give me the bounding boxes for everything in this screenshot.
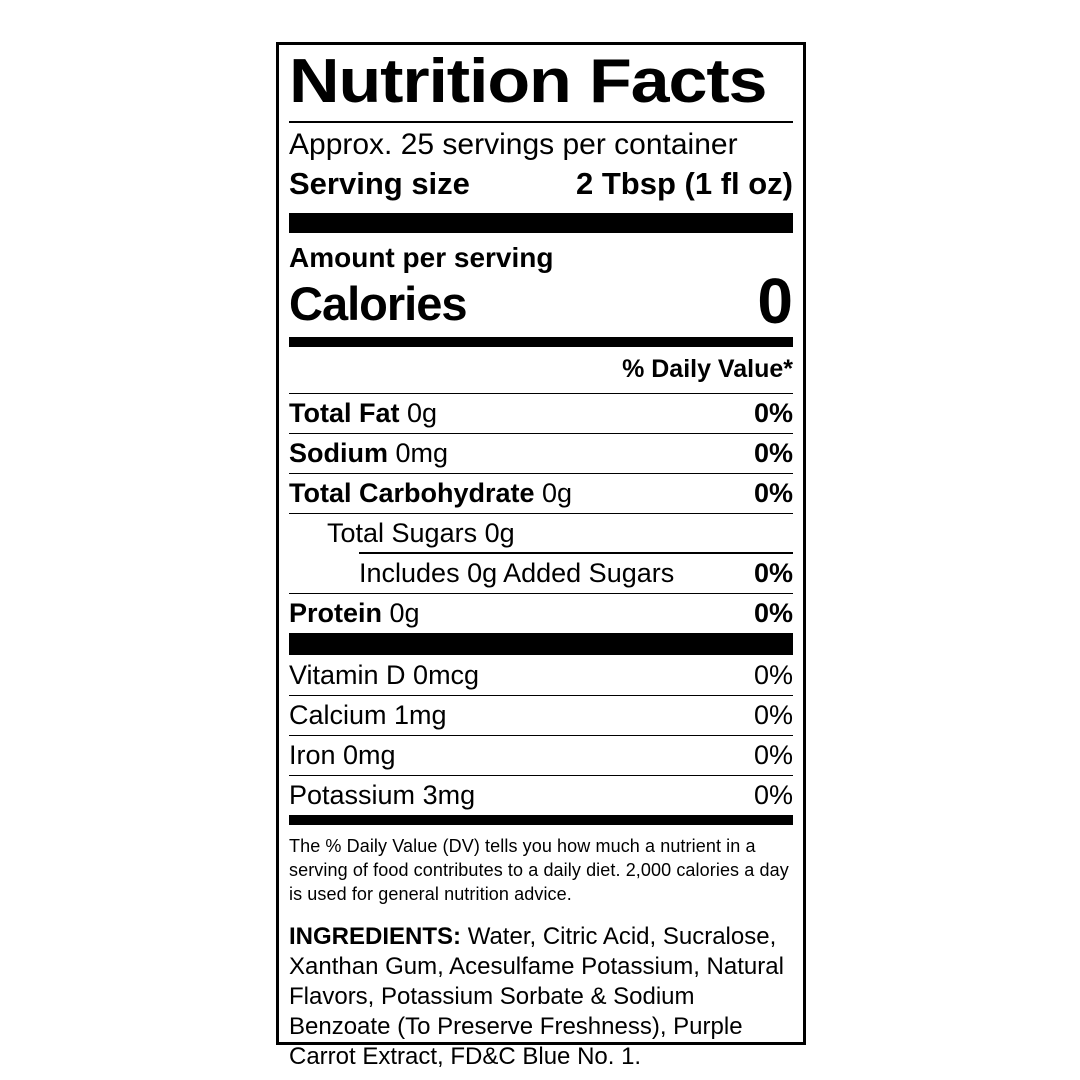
daily-value-header: % Daily Value* [622,355,793,384]
micronutrient-text: Iron 0mg [289,740,396,771]
nutrient-rows: Total Fat 0g 0% Sodium 0mg 0% Total Carb… [289,393,793,633]
micronutrient-row: Potassium 3mg 0% [289,775,793,815]
ingredients-label: INGREDIENTS: [289,923,462,951]
micronutrient-name: Calcium [289,700,387,731]
nutrient-text: Protein 0g [289,598,420,629]
micronutrient-row: Iron 0mg 0% [289,735,793,775]
micronutrient-row: Vitamin D 0mcg 0% [289,655,793,695]
nutrient-text: Total Sugars 0g [327,518,515,549]
micronutrient-amount: 1mg [386,700,447,731]
calories-row: Calories 0 [289,265,793,337]
thick-divider-protein [289,633,793,656]
nutrient-amount: 0g [477,518,515,549]
nutrient-daily-value: 0% [753,598,793,629]
nutrient-amount: 0g [534,478,573,509]
calories-value: 0 [757,265,793,337]
nutrient-name: Total Fat [289,398,400,429]
micronutrient-text: Vitamin D 0mcg [289,660,479,691]
micronutrient-amount: 0mcg [405,659,480,690]
amount-per-serving-label: Amount per serving [289,242,554,273]
nutrient-name: Sodium [289,438,388,469]
nutrient-name: Total Carbohydrate [289,478,535,509]
ingredients-text: Water, Citric Acid, Sucralose, Xanthan G… [289,923,784,1071]
micronutrient-name: Vitamin D [289,659,406,690]
label-title: Nutrition Facts [289,49,768,116]
nutrient-name: Total Sugars [327,518,478,549]
nutrient-text: Total Fat 0g [289,398,437,429]
thick-divider-top [289,213,793,233]
nutrient-text: Total Carbohydrate 0g [289,478,572,509]
calories-label: Calories [289,277,467,331]
nutrient-daily-value: 0% [753,398,793,429]
serving-size-value: 2 Tbsp (1 fl oz) [576,166,793,201]
nutrient-row: Total Carbohydrate 0g 0% [289,473,793,513]
micronutrient-name: Potassium [289,780,416,811]
micronutrient-name: Iron [289,740,336,771]
nutrient-row: Total Sugars 0g [289,513,793,553]
nutrient-daily-value: 0% [753,478,793,509]
micronutrient-daily-value: 0% [753,780,793,811]
micronutrient-amount: 0mg [335,740,396,771]
nutrient-amount: 0g [382,598,420,629]
daily-value-footnote: The % Daily Value (DV) tells you how muc… [289,836,789,905]
nutrient-daily-value: 0% [753,438,793,469]
servings-per-container: Approx. 25 servings per container [289,128,738,161]
nutrient-row: Protein 0g 0% [289,593,793,633]
serving-size-row: Serving size 2 Tbsp (1 fl oz) [289,165,793,203]
nutrient-row: Total Fat 0g 0% [289,393,793,433]
micronutrient-row: Calcium 1mg 0% [289,695,793,735]
micronutrient-rows: Vitamin D 0mcg 0% Calcium 1mg 0% Iron 0m… [289,655,793,815]
micronutrient-daily-value: 0% [753,700,793,731]
nutrient-row: Sodium 0mg 0% [289,433,793,473]
serving-size-label: Serving size [289,166,470,201]
nutrient-text: Includes 0g Added Sugars [359,558,674,589]
nutrient-amount: 0g [399,398,438,429]
micronutrient-daily-value: 0% [753,659,793,690]
micronutrient-amount: 3mg [415,780,476,811]
medium-divider-bottom [289,815,793,826]
nutrient-amount: 0mg [388,438,449,469]
nutrient-name: Includes 0g Added Sugars [359,557,675,588]
micronutrient-text: Potassium 3mg [289,780,475,811]
nutrient-row: Includes 0g Added Sugars 0% [289,552,793,593]
nutrition-facts-label: Nutrition Facts Approx. 25 servings per … [276,42,806,1070]
label-title-block: Nutrition Facts [289,49,793,123]
medium-divider-calories [289,337,793,348]
micronutrient-text: Calcium 1mg [289,700,447,731]
micronutrient-daily-value: 0% [753,740,793,771]
ingredients-paragraph: INGREDIENTS: Water, Citric Acid, Sucralo… [289,922,793,1072]
nutrient-text: Sodium 0mg [289,438,448,469]
nutrient-name: Protein [289,598,383,629]
nutrient-daily-value: 0% [753,557,793,588]
